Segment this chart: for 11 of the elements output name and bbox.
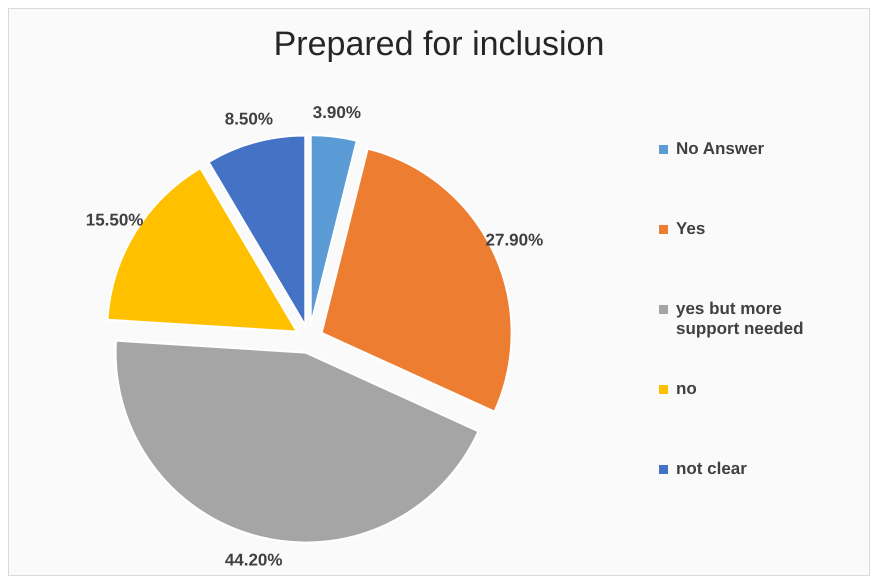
data-label: 27.90%	[486, 230, 544, 250]
legend-label: Yes	[676, 219, 706, 239]
data-label: 3.90%	[312, 103, 361, 122]
legend-label: no	[676, 379, 697, 399]
data-label: 15.50%	[86, 210, 144, 230]
data-label: 8.50%	[224, 110, 273, 129]
chart-title: Prepared for inclusion	[272, 25, 606, 64]
data-label: 44.20%	[224, 550, 283, 570]
legend-label: No Answer	[676, 139, 764, 159]
legend-label: not clear	[676, 459, 747, 479]
legend-label: yes but more support needed	[676, 299, 805, 339]
